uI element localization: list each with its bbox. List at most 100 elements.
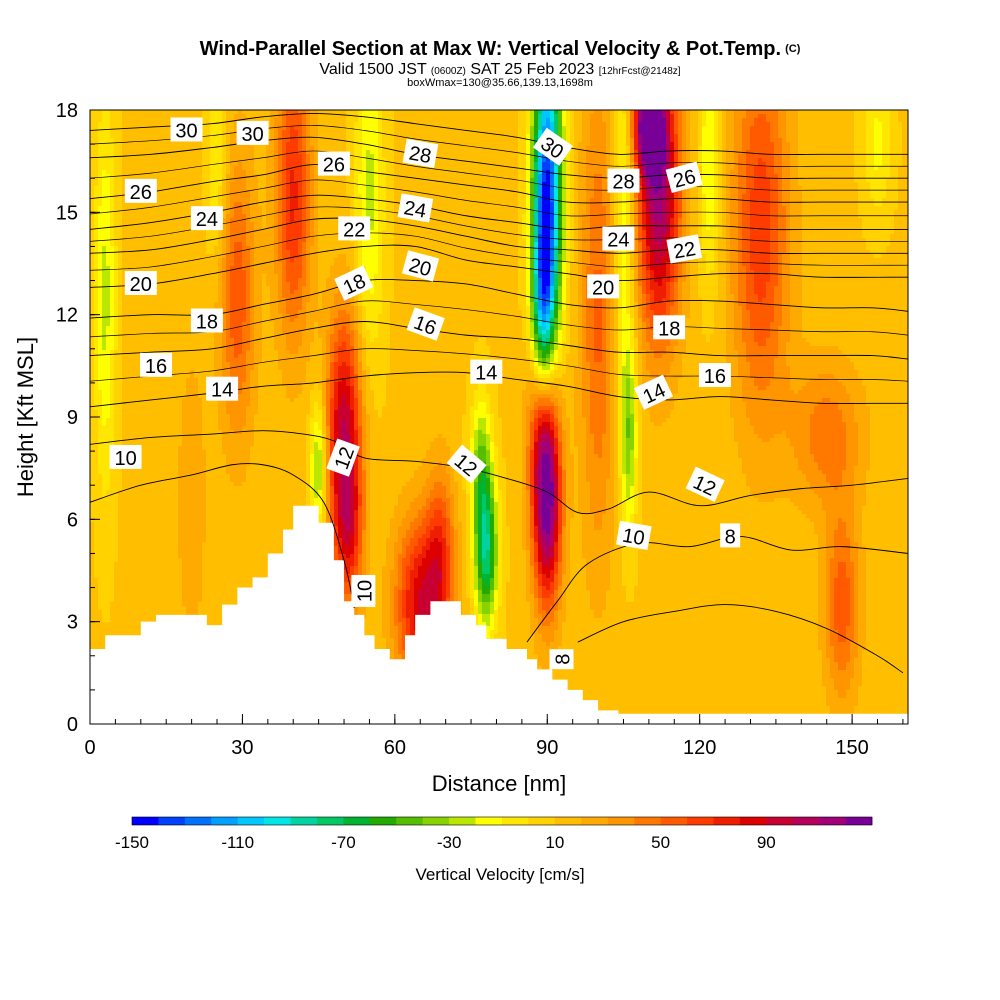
heat-cell	[134, 158, 139, 163]
heat-cell	[478, 126, 483, 131]
heat-cell	[162, 158, 167, 163]
heat-cell	[286, 142, 291, 147]
heat-cell	[106, 154, 111, 159]
heat-cell	[310, 122, 315, 127]
heat-cell	[102, 182, 107, 187]
heat-cell	[498, 122, 503, 127]
heat-cell	[142, 122, 147, 127]
heat-cell	[506, 170, 511, 175]
heat-cell	[634, 154, 639, 159]
heat-cell	[438, 162, 443, 167]
heat-cell	[874, 126, 879, 131]
heat-cell	[874, 130, 879, 135]
heat-cell	[774, 162, 779, 167]
heat-cell	[786, 110, 791, 115]
heat-cell	[730, 122, 735, 127]
heat-cell	[814, 118, 819, 123]
heat-cell	[278, 166, 283, 171]
heat-cell	[898, 182, 903, 187]
heat-cell	[294, 118, 299, 123]
heat-cell	[186, 174, 191, 179]
heat-cell	[110, 134, 115, 139]
heat-cell	[366, 138, 371, 143]
heat-cell	[338, 134, 343, 139]
heat-cell	[142, 162, 147, 167]
heat-cell	[458, 162, 463, 167]
heat-cell	[350, 122, 355, 127]
heat-cell	[658, 166, 663, 171]
heat-cell	[462, 110, 467, 115]
heat-cell	[666, 142, 671, 147]
heat-cell	[738, 178, 743, 183]
heat-cell	[398, 126, 403, 131]
heat-cell	[658, 174, 663, 179]
heat-cell	[114, 182, 119, 187]
heat-cell	[110, 186, 115, 191]
heat-cell	[642, 166, 647, 171]
heat-cell	[726, 166, 731, 171]
heat-cell	[498, 166, 503, 171]
heat-cell	[226, 178, 231, 183]
heat-cell	[526, 122, 531, 127]
heat-cell	[274, 178, 279, 183]
heat-cell	[106, 114, 111, 119]
heat-cell	[778, 118, 783, 123]
heat-cell	[482, 126, 487, 131]
heat-cell	[294, 186, 299, 191]
heat-cell	[858, 158, 863, 163]
heat-cell	[338, 110, 343, 115]
heat-cell	[442, 126, 447, 131]
heat-cell	[266, 178, 271, 183]
heat-cell	[878, 118, 883, 123]
heat-cell	[382, 162, 387, 167]
heat-cell	[162, 166, 167, 171]
heat-cell	[450, 186, 455, 191]
heat-cell	[850, 126, 855, 131]
heat-cell	[254, 110, 259, 115]
heat-cell	[694, 154, 699, 159]
heat-cell	[314, 146, 319, 151]
heat-cell	[206, 186, 211, 191]
heat-cell	[526, 130, 531, 135]
heat-cell	[870, 170, 875, 175]
heat-cell	[658, 154, 663, 159]
heat-cell	[774, 134, 779, 139]
heat-cell	[698, 146, 703, 151]
heat-cell	[94, 130, 99, 135]
heat-cell	[534, 134, 539, 139]
heat-cell	[702, 134, 707, 139]
heat-cell	[510, 114, 515, 119]
heat-cell	[474, 134, 479, 139]
heat-cell	[238, 146, 243, 151]
heat-cell	[442, 134, 447, 139]
heat-cell	[278, 134, 283, 139]
heat-cell	[298, 114, 303, 119]
heat-cell	[230, 186, 235, 191]
heat-cell	[302, 186, 307, 191]
heat-cell	[458, 138, 463, 143]
heat-cell	[570, 162, 575, 167]
heat-cell	[738, 134, 743, 139]
heat-cell	[618, 114, 623, 119]
heat-cell	[254, 190, 259, 195]
heat-cell	[578, 130, 583, 135]
heat-cell	[114, 146, 119, 151]
heat-cell	[214, 170, 219, 175]
heat-cell	[326, 118, 331, 123]
heat-cell	[602, 150, 607, 155]
heat-cell	[282, 134, 287, 139]
heat-cell	[430, 110, 435, 115]
heat-cell	[722, 130, 727, 135]
heat-cell	[494, 150, 499, 155]
heat-cell	[486, 170, 491, 175]
heat-cell	[102, 134, 107, 139]
heat-cell	[174, 154, 179, 159]
heat-cell	[570, 170, 575, 175]
heat-cell	[126, 142, 131, 147]
heat-cell	[322, 130, 327, 135]
heat-cell	[182, 162, 187, 167]
heat-cell	[310, 158, 315, 163]
heat-cell	[866, 182, 871, 187]
heat-cell	[654, 118, 659, 123]
heat-cell	[402, 114, 407, 119]
